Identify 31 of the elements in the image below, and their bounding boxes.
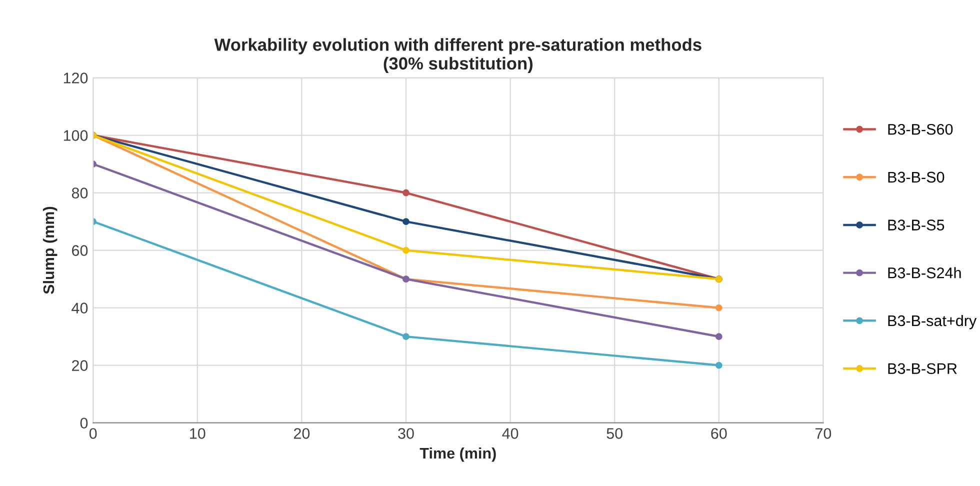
x-tick-label: 20 <box>294 428 310 439</box>
legend-label: B3-B-S0 <box>888 172 944 183</box>
x-tick-label: 30 <box>398 428 414 439</box>
y-tick-label: 20 <box>72 360 88 371</box>
point <box>402 218 410 226</box>
legend-label: B3-B-S24h <box>888 267 961 278</box>
legend-label: B3-B-SPR <box>888 363 957 374</box>
x-tick-label: 60 <box>711 428 727 439</box>
x-tick-label: 50 <box>606 428 622 439</box>
x-axis-title: Time (min) <box>420 447 496 462</box>
point <box>402 189 410 196</box>
point <box>402 333 410 340</box>
y-tick-label: 80 <box>72 188 88 198</box>
x-tick-label: 70 <box>815 428 832 439</box>
legend-label: B3-B-S60 <box>888 124 953 135</box>
point <box>402 246 410 254</box>
y-tick-label: 0 <box>80 418 88 429</box>
y-tick-label: 120 <box>64 72 88 84</box>
y-tick-label: 40 <box>72 302 88 314</box>
point <box>715 333 722 340</box>
legend-label: B3-B-S5 <box>888 220 944 230</box>
legend-label: B3-B-sat+dry <box>888 314 977 330</box>
y-axis-title: Slump (mm) <box>42 206 58 294</box>
y-tick-label: 60 <box>72 245 88 256</box>
point <box>715 362 722 369</box>
x-tick-label: 40 <box>502 428 518 439</box>
y-tick-label: 100 <box>64 130 88 141</box>
point <box>715 304 722 312</box>
chart-title: Workability evolution with different pre-saturation methods (30% substitution) <box>214 38 702 74</box>
x-tick-label: 10 <box>190 428 206 439</box>
x-tick-label: 0 <box>89 428 97 439</box>
